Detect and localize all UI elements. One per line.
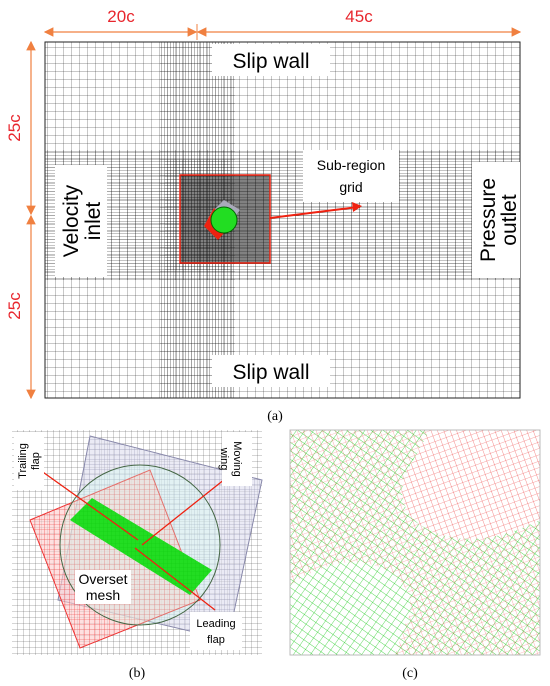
label-box [472, 162, 520, 278]
velocity-inlet-1: Velocity [60, 184, 83, 257]
panel-border [289, 429, 541, 656]
pressure-outlet-1: Pressure [477, 178, 500, 262]
label-box [55, 165, 107, 277]
sub-region-2: grid [339, 179, 362, 195]
velocity-inlet-2: inlet [82, 202, 105, 241]
label-box [75, 570, 131, 604]
label-box [14, 432, 44, 490]
label-box [212, 355, 330, 387]
red-overset-mesh [30, 470, 200, 648]
panel-a: Slip wall Slip wall Velocity inlet Press… [5, 7, 522, 424]
slip-wall-top: Slip wall [232, 50, 309, 73]
label-box [212, 44, 330, 76]
label-box [222, 432, 252, 486]
leading-flap-1: Leading [196, 618, 235, 630]
label-box [190, 612, 242, 650]
lower-flap-mesh [290, 562, 411, 655]
dim-top-right: 45c [345, 7, 373, 26]
pointer-arrow [269, 206, 359, 219]
dim-top-left: 20c [107, 7, 135, 26]
panel-b: Trailing flap Moving wing Overset mesh L… [12, 430, 263, 681]
overset-mesh-1: Overset [78, 571, 127, 587]
leader [141, 474, 231, 546]
dim-left-bottom: 25c [5, 292, 24, 320]
sub-region-box [179, 174, 271, 264]
rotor [210, 206, 238, 234]
leader [134, 547, 216, 611]
trailing-flap-1: Trailing [17, 443, 29, 479]
dim-left-top: 25c [5, 114, 24, 142]
slip-wall-bottom: Slip wall [232, 361, 309, 384]
sub-region-1: Sub-region [317, 157, 386, 173]
horizontal-refinement [45, 150, 520, 280]
pointer-head [352, 202, 362, 212]
panel-c: (c) [289, 429, 541, 681]
leader [39, 469, 139, 541]
caption-c: (c) [402, 666, 418, 681]
leading-flap-2: flap [207, 634, 225, 646]
caption-b: (b) [129, 666, 146, 681]
trailing-flap-2: flap [30, 452, 42, 470]
overset-mesh-2: mesh [86, 587, 120, 603]
upper-flap-mesh [402, 430, 540, 539]
pressure-outlet-2: outlet [498, 194, 521, 246]
label-box [303, 150, 399, 202]
moving-wing-2: wing [218, 447, 230, 471]
moving-wing-1: Moving [231, 441, 243, 476]
caption-a: (a) [267, 409, 283, 424]
wing-band-mesh [70, 498, 212, 595]
